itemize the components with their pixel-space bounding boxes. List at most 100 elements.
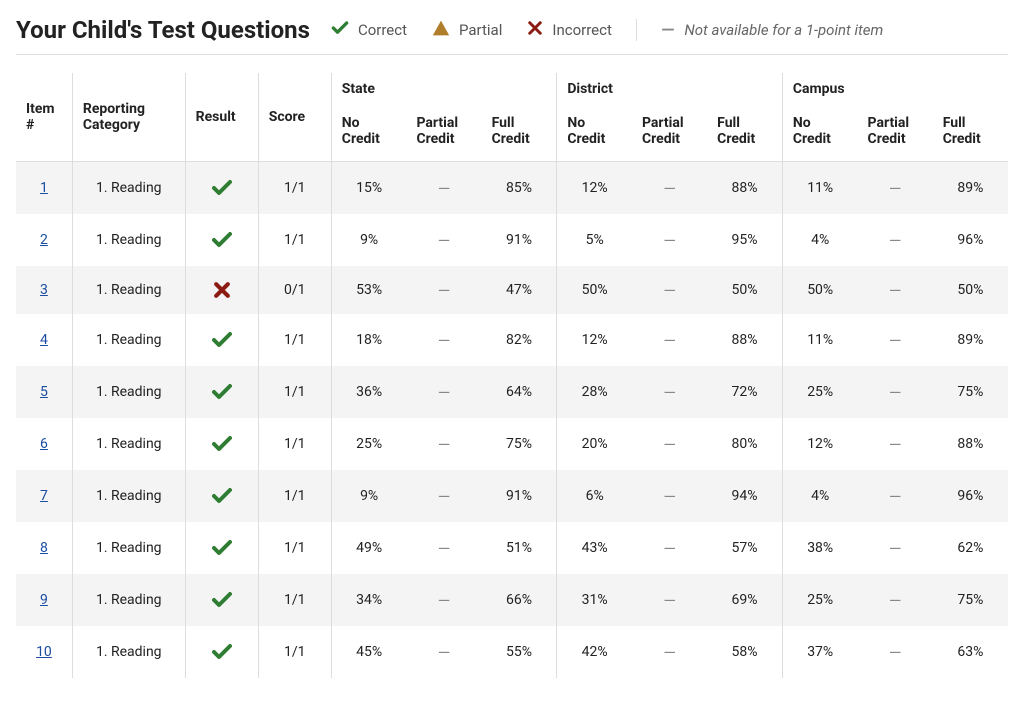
table-cell: — bbox=[858, 314, 933, 366]
cross-icon bbox=[192, 280, 252, 300]
dash-icon: — bbox=[889, 331, 902, 350]
table-cell: 58% bbox=[707, 626, 782, 678]
table-cell: 62% bbox=[933, 522, 1008, 574]
result-cell bbox=[185, 314, 258, 366]
table-cell: — bbox=[406, 626, 481, 678]
category-cell: 1. Reading bbox=[72, 314, 185, 366]
table-cell: — bbox=[406, 522, 481, 574]
table-body: 11. Reading1/115%—85%12%—88%11%—89%21. R… bbox=[16, 162, 1008, 679]
table-cell: — bbox=[632, 266, 707, 314]
item-link[interactable]: 7 bbox=[40, 488, 48, 504]
header-group-district: District bbox=[557, 73, 783, 101]
score-cell: 1/1 bbox=[258, 470, 331, 522]
category-cell: 1. Reading bbox=[72, 366, 185, 418]
table-cell: 88% bbox=[933, 418, 1008, 470]
table-cell: 42% bbox=[557, 626, 632, 678]
table-cell: — bbox=[858, 522, 933, 574]
table-cell: 25% bbox=[782, 574, 857, 626]
item-link[interactable]: 4 bbox=[40, 332, 48, 348]
header-result: Result bbox=[185, 73, 258, 162]
table-cell: — bbox=[858, 626, 933, 678]
table-cell: 80% bbox=[707, 418, 782, 470]
item-link[interactable]: 5 bbox=[40, 384, 48, 400]
table-cell: 91% bbox=[482, 214, 557, 266]
table-row: 41. Reading1/118%—82%12%—88%11%—89% bbox=[16, 314, 1008, 366]
table-cell: 5% bbox=[557, 214, 632, 266]
item-link[interactable]: 8 bbox=[40, 540, 48, 556]
header-campus-no: No Credit bbox=[782, 101, 857, 162]
table-cell: — bbox=[406, 366, 481, 418]
table-cell: 95% bbox=[707, 214, 782, 266]
item-link[interactable]: 9 bbox=[40, 592, 48, 608]
category-cell: 1. Reading bbox=[72, 162, 185, 215]
dash-icon: — bbox=[438, 591, 451, 610]
dash-icon: — bbox=[889, 487, 902, 506]
dash-icon: — bbox=[438, 539, 451, 558]
table-cell: — bbox=[858, 574, 933, 626]
item-cell: 7 bbox=[16, 470, 72, 522]
table-cell: 66% bbox=[482, 574, 557, 626]
table-cell: 63% bbox=[933, 626, 1008, 678]
table-cell: 51% bbox=[482, 522, 557, 574]
table-cell: 75% bbox=[933, 366, 1008, 418]
legend-incorrect-label: Incorrect bbox=[552, 21, 612, 39]
table-cell: 53% bbox=[331, 266, 406, 314]
table-cell: — bbox=[632, 162, 707, 215]
item-cell: 3 bbox=[16, 266, 72, 314]
item-link[interactable]: 10 bbox=[36, 644, 52, 660]
table-row: 51. Reading1/136%—64%28%—72%25%—75% bbox=[16, 366, 1008, 418]
category-cell: 1. Reading bbox=[72, 626, 185, 678]
dash-icon: — bbox=[889, 383, 902, 402]
item-link[interactable]: 1 bbox=[40, 180, 48, 196]
dash-icon: — bbox=[889, 643, 902, 662]
dash-icon: — bbox=[889, 591, 902, 610]
table-cell: 15% bbox=[331, 162, 406, 215]
category-cell: 1. Reading bbox=[72, 522, 185, 574]
header-state-partial: Partial Credit bbox=[406, 101, 481, 162]
table-row: 81. Reading1/149%—51%43%—57%38%—62% bbox=[16, 522, 1008, 574]
table-cell: 96% bbox=[933, 470, 1008, 522]
table-cell: 50% bbox=[933, 266, 1008, 314]
dash-icon: — bbox=[438, 179, 451, 198]
item-link[interactable]: 2 bbox=[40, 232, 48, 248]
table-cell: — bbox=[632, 522, 707, 574]
item-cell: 6 bbox=[16, 418, 72, 470]
item-cell: 4 bbox=[16, 314, 72, 366]
item-link[interactable]: 3 bbox=[40, 282, 48, 298]
dash-icon: — bbox=[438, 383, 451, 402]
result-cell bbox=[185, 214, 258, 266]
table-cell: — bbox=[406, 162, 481, 215]
table-cell: 4% bbox=[782, 470, 857, 522]
result-cell bbox=[185, 366, 258, 418]
category-cell: 1. Reading bbox=[72, 574, 185, 626]
legend-separator bbox=[636, 19, 637, 41]
header-district-no: No Credit bbox=[557, 101, 632, 162]
table-row: 71. Reading1/19%—91%6%—94%4%—96% bbox=[16, 470, 1008, 522]
result-cell bbox=[185, 162, 258, 215]
table-cell: — bbox=[858, 266, 933, 314]
dash-icon: — bbox=[661, 20, 674, 41]
legend-note-label: Not available for a 1-point item bbox=[684, 21, 883, 39]
legend-correct-label: Correct bbox=[358, 21, 407, 39]
item-cell: 5 bbox=[16, 366, 72, 418]
score-cell: 1/1 bbox=[258, 626, 331, 678]
table-cell: 69% bbox=[707, 574, 782, 626]
table-cell: — bbox=[632, 418, 707, 470]
category-cell: 1. Reading bbox=[72, 266, 185, 314]
table-cell: 25% bbox=[782, 366, 857, 418]
check-icon bbox=[192, 640, 252, 664]
item-link[interactable]: 6 bbox=[40, 436, 48, 452]
check-icon bbox=[192, 536, 252, 560]
dash-icon: — bbox=[663, 539, 676, 558]
table-cell: 20% bbox=[557, 418, 632, 470]
table-cell: — bbox=[858, 418, 933, 470]
table-cell: 88% bbox=[707, 162, 782, 215]
header-category: Reporting Category bbox=[72, 73, 185, 162]
table-cell: 37% bbox=[782, 626, 857, 678]
table-cell: — bbox=[632, 574, 707, 626]
table-cell: — bbox=[858, 162, 933, 215]
table-cell: 96% bbox=[933, 214, 1008, 266]
table-cell: 12% bbox=[782, 418, 857, 470]
table-row: 31. Reading0/153%—47%50%—50%50%—50% bbox=[16, 266, 1008, 314]
header-campus-full: Full Credit bbox=[933, 101, 1008, 162]
